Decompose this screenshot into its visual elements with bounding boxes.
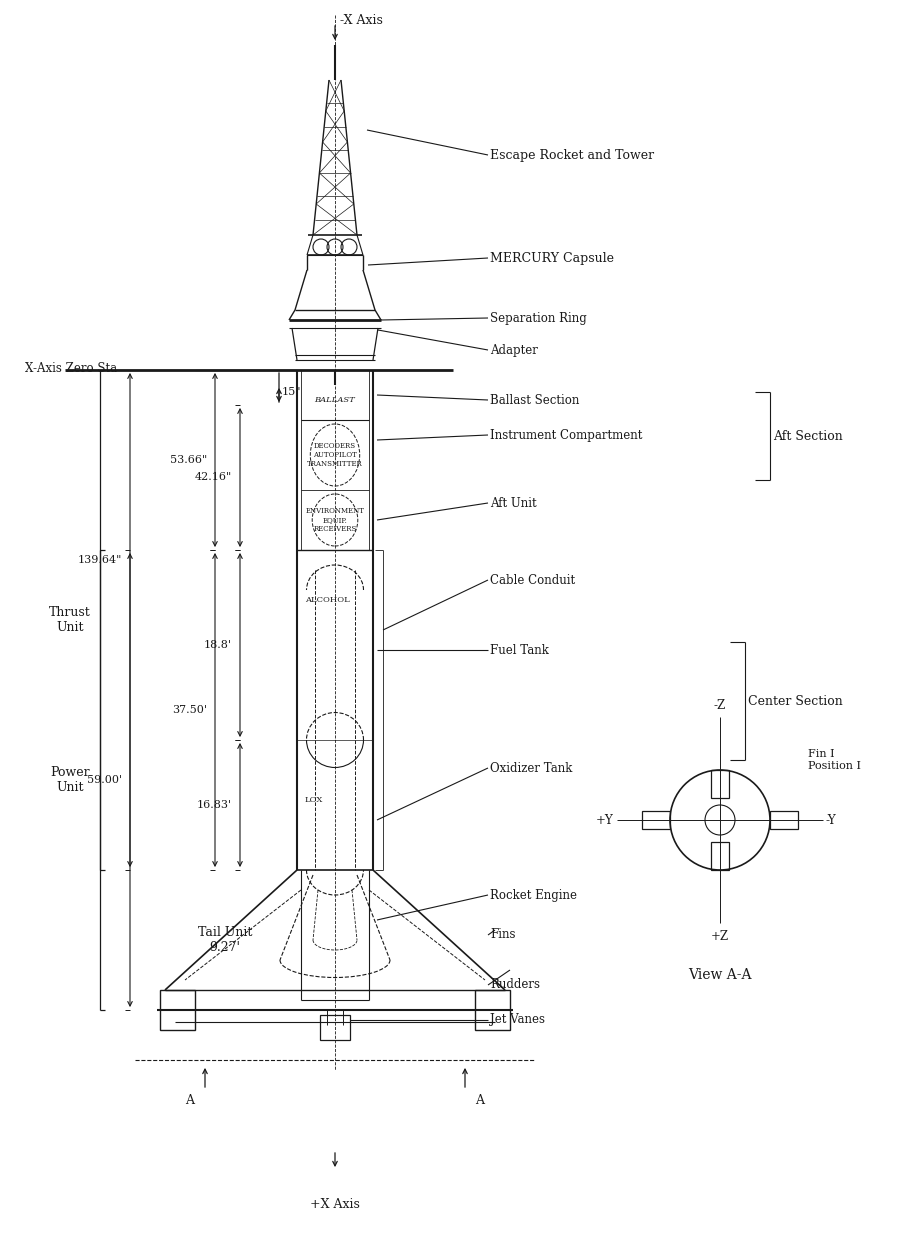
Text: +X Axis: +X Axis: [310, 1199, 359, 1211]
Bar: [474, 990, 509, 1030]
Text: +Y: +Y: [596, 813, 613, 827]
Text: 37.50': 37.50': [172, 705, 207, 714]
Text: Ballast Section: Ballast Section: [489, 393, 579, 407]
Text: Tail Unit
9.27': Tail Unit 9.27': [198, 926, 252, 954]
Text: BALLAST: BALLAST: [314, 396, 355, 404]
Text: Instrument Compartment: Instrument Compartment: [489, 429, 642, 441]
Text: DECODERS
AUTOPILOT
TRANSMITTER: DECODERS AUTOPILOT TRANSMITTER: [307, 441, 362, 468]
Text: Thrust
Unit: Thrust Unit: [49, 606, 91, 634]
Text: View A-A: View A-A: [687, 968, 751, 981]
Bar: [641, 811, 669, 829]
Text: MERCURY Capsule: MERCURY Capsule: [489, 251, 613, 265]
Text: Adapter: Adapter: [489, 344, 537, 356]
Text: 139.64": 139.64": [78, 555, 122, 565]
Text: ALCOHOL: ALCOHOL: [304, 596, 349, 604]
Text: ENVIRONMENT
EQUIP.
RECEIVERS: ENVIRONMENT EQUIP. RECEIVERS: [305, 507, 364, 533]
Text: -Z: -Z: [713, 700, 725, 712]
Text: Fin I
Position I: Fin I Position I: [807, 749, 860, 771]
Text: -X Axis: -X Axis: [340, 14, 383, 26]
Text: Center Section: Center Section: [747, 695, 842, 707]
Text: 53.66": 53.66": [170, 455, 207, 465]
Bar: [711, 842, 728, 870]
Text: Oxidizer Tank: Oxidizer Tank: [489, 761, 572, 775]
Text: Aft Unit: Aft Unit: [489, 497, 536, 509]
Bar: [320, 1015, 349, 1039]
Text: Jet Vanes: Jet Vanes: [489, 1014, 545, 1027]
Text: LOX: LOX: [304, 796, 323, 803]
Text: -Y: -Y: [825, 813, 835, 827]
Text: 18.8': 18.8': [204, 640, 232, 650]
Text: Fins: Fins: [489, 928, 515, 942]
Text: 42.16": 42.16": [194, 472, 232, 482]
Text: 15": 15": [282, 387, 302, 397]
Text: Aft Section: Aft Section: [772, 429, 842, 442]
Text: Separation Ring: Separation Ring: [489, 311, 586, 325]
Bar: [711, 770, 728, 798]
Bar: [769, 811, 797, 829]
Bar: [160, 990, 195, 1030]
Text: 59.00': 59.00': [87, 775, 122, 785]
Text: Fuel Tank: Fuel Tank: [489, 644, 548, 656]
Text: 16.83': 16.83': [197, 800, 232, 810]
Text: Power
Unit: Power Unit: [51, 766, 89, 794]
Text: +Z: +Z: [710, 929, 728, 943]
Text: Cable Conduit: Cable Conduit: [489, 574, 574, 587]
Text: Rocket Engine: Rocket Engine: [489, 889, 576, 901]
Text: A: A: [185, 1094, 194, 1106]
Text: A: A: [475, 1094, 484, 1106]
Text: Escape Rocket and Tower: Escape Rocket and Tower: [489, 148, 654, 162]
Text: Rudders: Rudders: [489, 979, 539, 991]
Text: X-Axis Zero Sta: X-Axis Zero Sta: [25, 361, 117, 375]
